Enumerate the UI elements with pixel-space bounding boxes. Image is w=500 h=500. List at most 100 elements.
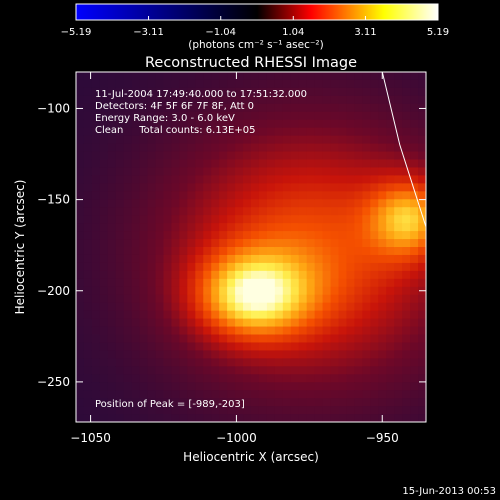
heatmap-cell: [155, 111, 165, 121]
heatmap-cell: [171, 262, 180, 272]
heatmap-cell: [266, 135, 276, 145]
heatmap-cell: [402, 143, 411, 153]
heatmap-cell: [227, 310, 236, 320]
heatmap-cell: [314, 262, 324, 272]
heatmap-cell: [155, 350, 165, 359]
heatmap-cell: [163, 350, 173, 359]
heatmap-cell: [139, 326, 149, 336]
heatmap-cell: [314, 95, 324, 105]
heatmap-cell: [330, 79, 340, 89]
heatmap-cell: [274, 358, 284, 367]
heatmap-cell: [211, 207, 220, 216]
heatmap-cell: [76, 87, 85, 97]
heatmap-cell: [386, 366, 395, 375]
heatmap-cell: [378, 318, 387, 328]
heatmap-cell: [338, 270, 348, 280]
heatmap-cell: [386, 95, 395, 105]
heatmap-cell: [107, 103, 117, 113]
heatmap-cell: [282, 119, 292, 129]
heatmap-cell: [219, 342, 228, 351]
heatmap-cell: [155, 135, 165, 145]
heatmap-cell: [123, 231, 133, 240]
heatmap-cell: [354, 326, 363, 336]
heatmap-cell: [402, 270, 411, 280]
heatmap-cell: [187, 270, 196, 280]
heatmap-cell: [274, 406, 284, 415]
heatmap-cell: [338, 175, 348, 184]
heatmap-cell: [139, 95, 149, 105]
heatmap-cell: [147, 151, 157, 161]
heatmap-cell: [235, 143, 244, 153]
heatmap-cell: [203, 366, 212, 375]
heatmap-cell: [91, 374, 101, 383]
heatmap-cell: [290, 95, 300, 105]
heatmap-cell: [155, 143, 165, 153]
heatmap-cell: [195, 342, 204, 351]
heatmap-cell: [235, 254, 244, 264]
heatmap-cell: [290, 390, 300, 399]
heatmap-cell: [330, 302, 340, 312]
heatmap-cell: [290, 278, 300, 288]
heatmap-cell: [219, 87, 228, 97]
heatmap-cell: [219, 143, 228, 153]
heatmap-cell: [322, 207, 332, 216]
heatmap-cell: [394, 286, 403, 296]
x-axis-label: Heliocentric X (arcsec): [183, 450, 319, 464]
heatmap-cell: [147, 414, 157, 422]
heatmap-cell: [155, 278, 165, 288]
heatmap-cell: [362, 239, 371, 248]
heatmap-cell: [258, 199, 268, 208]
heatmap-cell: [76, 135, 85, 145]
heatmap-cell: [314, 326, 324, 336]
heatmap-cell: [243, 334, 252, 344]
heatmap-cell: [266, 302, 276, 312]
heatmap-cell: [370, 342, 379, 351]
heatmap-cell: [251, 239, 260, 248]
heatmap-cell: [107, 310, 117, 320]
heatmap-cell: [322, 342, 332, 351]
heatmap-cell: [274, 143, 284, 153]
heatmap-cell: [370, 262, 379, 272]
heatmap-cell: [251, 318, 260, 328]
heatmap-cell: [386, 159, 395, 169]
heatmap-cell: [338, 382, 348, 391]
heatmap-cell: [362, 231, 371, 240]
heatmap-cell: [274, 366, 284, 375]
heatmap-cell: [394, 350, 403, 359]
heatmap-cell: [195, 406, 204, 415]
heatmap-cell: [410, 135, 419, 145]
heatmap-cell: [258, 159, 268, 169]
heatmap-cell: [139, 254, 149, 264]
heatmap-cell: [394, 270, 403, 280]
heatmap-cell: [107, 342, 117, 351]
heatmap-cell: [227, 231, 236, 240]
heatmap-cell: [195, 143, 204, 153]
heatmap-cell: [227, 135, 236, 145]
heatmap-cell: [394, 151, 403, 161]
heatmap-cell: [314, 103, 324, 113]
heatmap-cell: [346, 191, 355, 200]
heatmap-cell: [362, 223, 371, 232]
heatmap-cell: [219, 406, 228, 415]
heatmap-cell: [76, 127, 85, 137]
heatmap-cell: [354, 286, 363, 296]
heatmap-cell: [155, 382, 165, 391]
heatmap-cell: [394, 374, 403, 383]
heatmap-cell: [115, 167, 125, 176]
heatmap-cell: [163, 79, 173, 89]
heatmap-cell: [282, 294, 292, 304]
heatmap-cell: [394, 247, 403, 256]
heatmap-cell: [266, 143, 276, 153]
heatmap-cell: [76, 231, 85, 240]
heatmap-cell: [147, 350, 157, 359]
heatmap-cell: [354, 318, 363, 328]
heatmap-cell: [274, 294, 284, 304]
heatmap-cell: [131, 366, 141, 375]
heatmap-cell: [83, 111, 93, 121]
heatmap-cell: [338, 223, 348, 232]
heatmap-cell: [258, 382, 268, 391]
heatmap-cell: [91, 406, 101, 415]
heatmap-cell: [91, 215, 101, 224]
heatmap-cell: [338, 119, 348, 129]
